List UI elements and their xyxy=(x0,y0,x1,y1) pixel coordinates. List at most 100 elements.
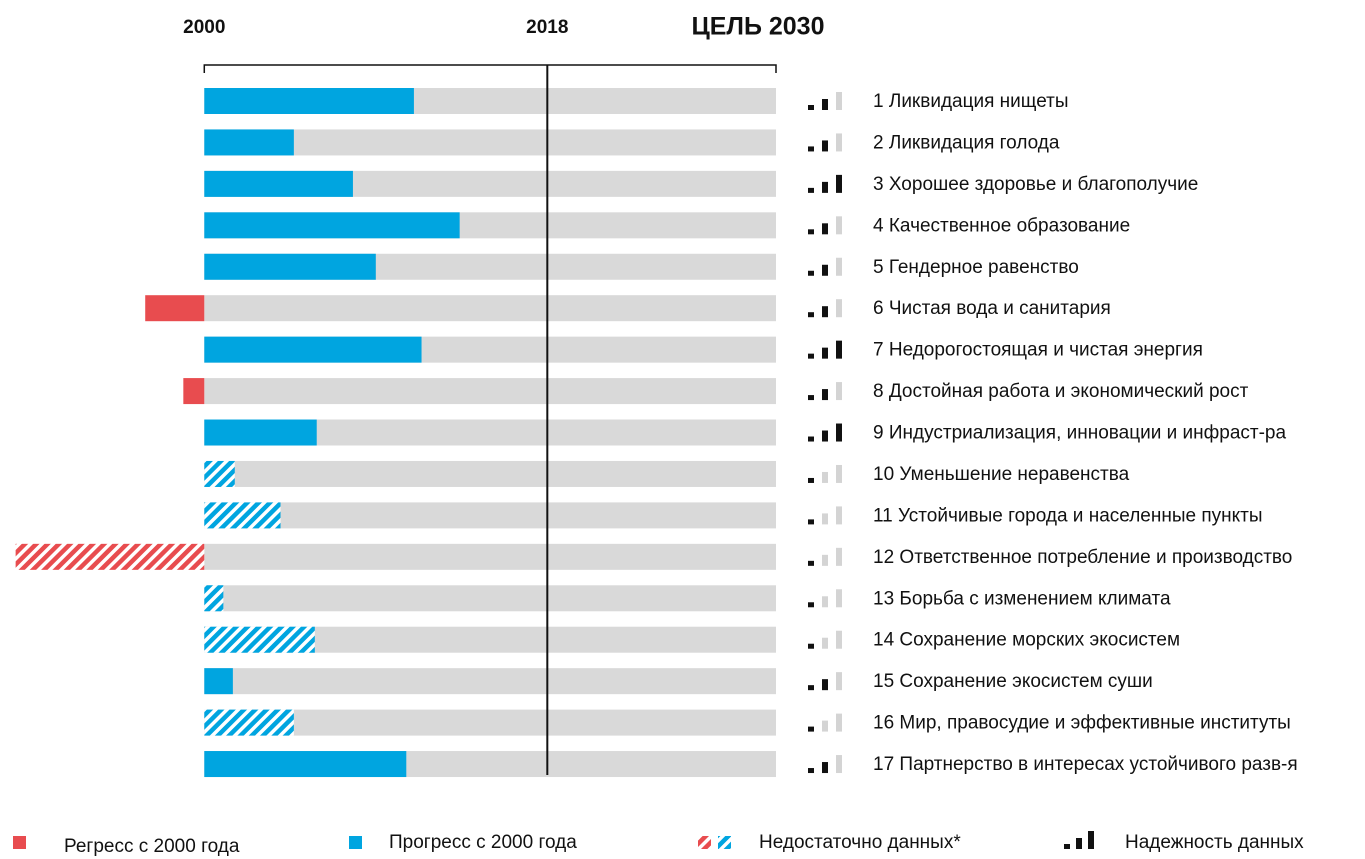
reliability-bar xyxy=(836,589,842,608)
x-tick-label: 2018 xyxy=(526,17,568,38)
category-label: 11 Устойчивые города и населенные пункты xyxy=(873,505,1263,526)
progress-bar xyxy=(204,170,353,197)
reliability-bar xyxy=(836,299,842,318)
reliability-bar xyxy=(808,270,814,276)
track xyxy=(204,378,776,405)
reliability-bar xyxy=(822,389,828,401)
track xyxy=(204,460,776,487)
regress-bar xyxy=(15,543,205,570)
reliability-bar xyxy=(808,560,814,566)
reliability-bar xyxy=(822,554,828,566)
category-label: 5 Гендерное равенство xyxy=(873,257,1079,278)
reliability-bar xyxy=(836,464,842,483)
reliability-bar xyxy=(822,264,828,276)
track xyxy=(204,543,776,570)
reliability-bar xyxy=(808,436,814,442)
reliability-bar xyxy=(822,306,828,318)
bracket xyxy=(203,64,777,73)
regress-bar xyxy=(145,295,205,322)
track xyxy=(204,502,776,529)
progress-bar xyxy=(204,212,460,239)
progress-bar xyxy=(204,626,315,653)
reliability-bar xyxy=(822,720,828,732)
legend-swatch xyxy=(13,836,26,849)
progress-bar xyxy=(204,419,317,446)
reliability-bar xyxy=(836,133,842,152)
legend-swatch xyxy=(698,836,711,849)
reliability-bar xyxy=(808,519,814,525)
legend-swatch xyxy=(349,836,362,849)
reliability-bar xyxy=(822,637,828,649)
progress-bar xyxy=(204,253,376,280)
progress-bar xyxy=(204,585,224,612)
reliability-bar xyxy=(822,223,828,235)
reliability-bar xyxy=(822,181,828,193)
reliability-bar xyxy=(822,679,828,691)
reliability-bar xyxy=(808,726,814,732)
category-label: 13 Борьба с изменением климата xyxy=(873,588,1171,609)
category-label: 16 Мир, правосудие и эффективные институ… xyxy=(873,713,1291,734)
legend-swatch xyxy=(1064,844,1070,849)
reliability-bar xyxy=(836,672,842,691)
legend-label: Надежность данных xyxy=(1125,832,1304,853)
progress-bar xyxy=(204,336,422,363)
track xyxy=(204,668,776,695)
reliability-bar xyxy=(822,99,828,110)
reliability-bar xyxy=(836,340,842,359)
reliability-bar xyxy=(808,395,814,401)
legend-label: Недостаточно данных* xyxy=(759,832,961,853)
progress-bar xyxy=(204,668,233,695)
reliability-bar xyxy=(836,755,842,774)
reliability-bar xyxy=(836,174,842,193)
reliability-bar xyxy=(836,713,842,732)
reliability-bar xyxy=(808,187,814,193)
category-label: 12 Ответственное потребление и производс… xyxy=(873,547,1292,568)
reliability-bar xyxy=(836,216,842,235)
category-label: 8 Достойная работа и экономический рост xyxy=(873,381,1249,402)
category-label: 15 Сохранение экосистем суши xyxy=(873,671,1153,692)
reliability-bar xyxy=(808,105,814,110)
track xyxy=(204,709,776,736)
reliability-bar xyxy=(822,471,828,483)
progress-bar xyxy=(204,460,235,487)
reliability-bar xyxy=(836,547,842,566)
reliability-bar xyxy=(836,257,842,276)
reliability-bar xyxy=(808,353,814,359)
category-label: 17 Партнерство в интересах устойчивого р… xyxy=(873,754,1298,775)
track xyxy=(204,585,776,612)
track xyxy=(204,295,776,322)
reliability-bar xyxy=(822,140,828,152)
reliability-bar xyxy=(836,92,842,110)
progress-bar xyxy=(204,502,281,529)
reliability-bar xyxy=(822,513,828,525)
reliability-bar xyxy=(822,596,828,608)
reliability-bar xyxy=(808,312,814,318)
progress-bar xyxy=(204,88,414,114)
reliability-bar xyxy=(822,762,828,774)
category-label: 7 Недорогостоящая и чистая энергия xyxy=(873,340,1203,361)
progress-bar xyxy=(204,129,294,156)
reliability-bar xyxy=(822,430,828,442)
progress-bar xyxy=(204,709,294,736)
category-label: 14 Сохранение морских экосистем xyxy=(873,630,1180,651)
category-label: 6 Чистая вода и санитария xyxy=(873,298,1111,319)
legend-label: Регресс с 2000 года xyxy=(64,836,240,857)
category-label: 4 Качественное образование xyxy=(873,215,1130,236)
legend-swatch xyxy=(1088,831,1094,849)
reliability-bar xyxy=(808,229,814,235)
category-label: 1 Ликвидация нищеты xyxy=(873,91,1068,112)
reliability-bar xyxy=(822,347,828,359)
category-label: 3 Хорошее здоровье и благополучие xyxy=(873,174,1198,195)
reliability-bar xyxy=(808,768,814,774)
regress-bar xyxy=(183,378,205,405)
legend-swatch xyxy=(1076,838,1082,849)
reliability-bar xyxy=(808,477,814,483)
reliability-bar xyxy=(808,643,814,649)
category-label: 2 Ликвидация голода xyxy=(873,132,1060,153)
reliability-bar xyxy=(808,685,814,691)
reliability-bar xyxy=(836,382,842,401)
track xyxy=(204,129,776,156)
legend-label: Прогресс с 2000 года xyxy=(389,832,577,853)
reliability-bar xyxy=(836,423,842,442)
